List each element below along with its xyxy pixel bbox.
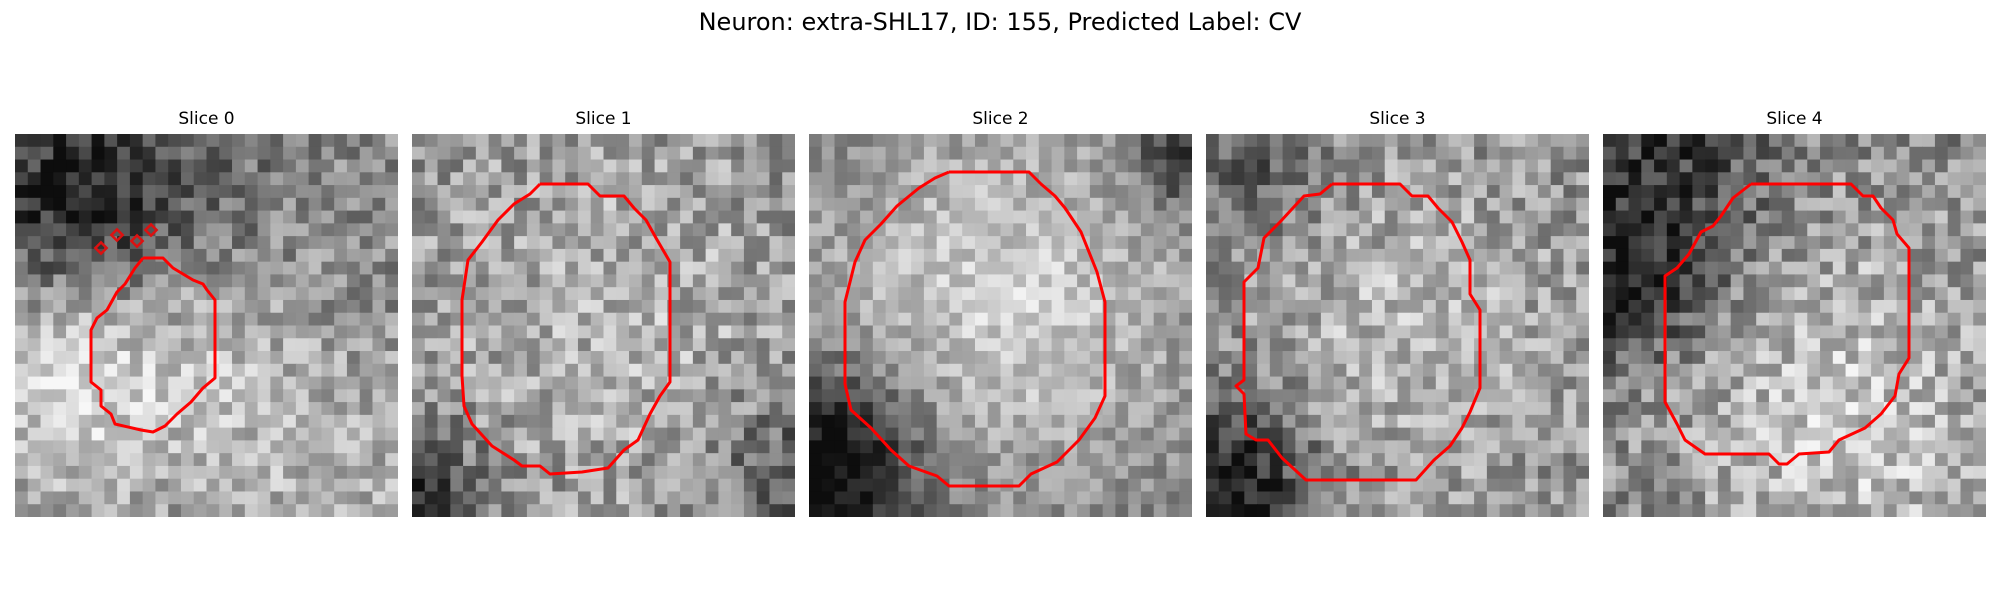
slice-4-canvas <box>1603 134 1986 517</box>
slice-2-canvas <box>809 134 1192 517</box>
slice-0-contour <box>89 256 217 434</box>
slice-4-pixel-grid <box>1603 134 1986 517</box>
figure-title: Neuron: extra-SHL17, ID: 155, Predicted … <box>698 8 1302 36</box>
slice-0-image <box>15 134 398 517</box>
slice-2-image <box>809 134 1192 517</box>
slice-2-pixel-grid <box>809 134 1192 517</box>
slice-4-contour <box>1663 182 1911 466</box>
slice-1-canvas <box>412 134 795 517</box>
slice-2-contour <box>843 170 1107 488</box>
panel-title-slice-4: Slice 4 <box>1766 109 1823 129</box>
slice-0-outlier-markers <box>93 222 159 256</box>
slice-3-image <box>1206 134 1589 517</box>
panel-title-slice-2: Slice 2 <box>972 109 1029 129</box>
panel-title-slice-1: Slice 1 <box>575 109 632 129</box>
slice-0-canvas <box>15 134 398 517</box>
slice-0-pixel-grid <box>15 134 398 517</box>
slice-3-contour <box>1234 182 1482 482</box>
slice-3-canvas <box>1206 134 1589 517</box>
slice-1-contour <box>460 182 672 476</box>
slice-3-pixel-grid <box>1206 134 1589 517</box>
panel-title-slice-0: Slice 0 <box>178 109 235 129</box>
slice-1-pixel-grid <box>412 134 795 517</box>
slice-4-image <box>1603 134 1986 517</box>
slice-1-image <box>412 134 795 517</box>
panel-title-slice-3: Slice 3 <box>1369 109 1426 129</box>
